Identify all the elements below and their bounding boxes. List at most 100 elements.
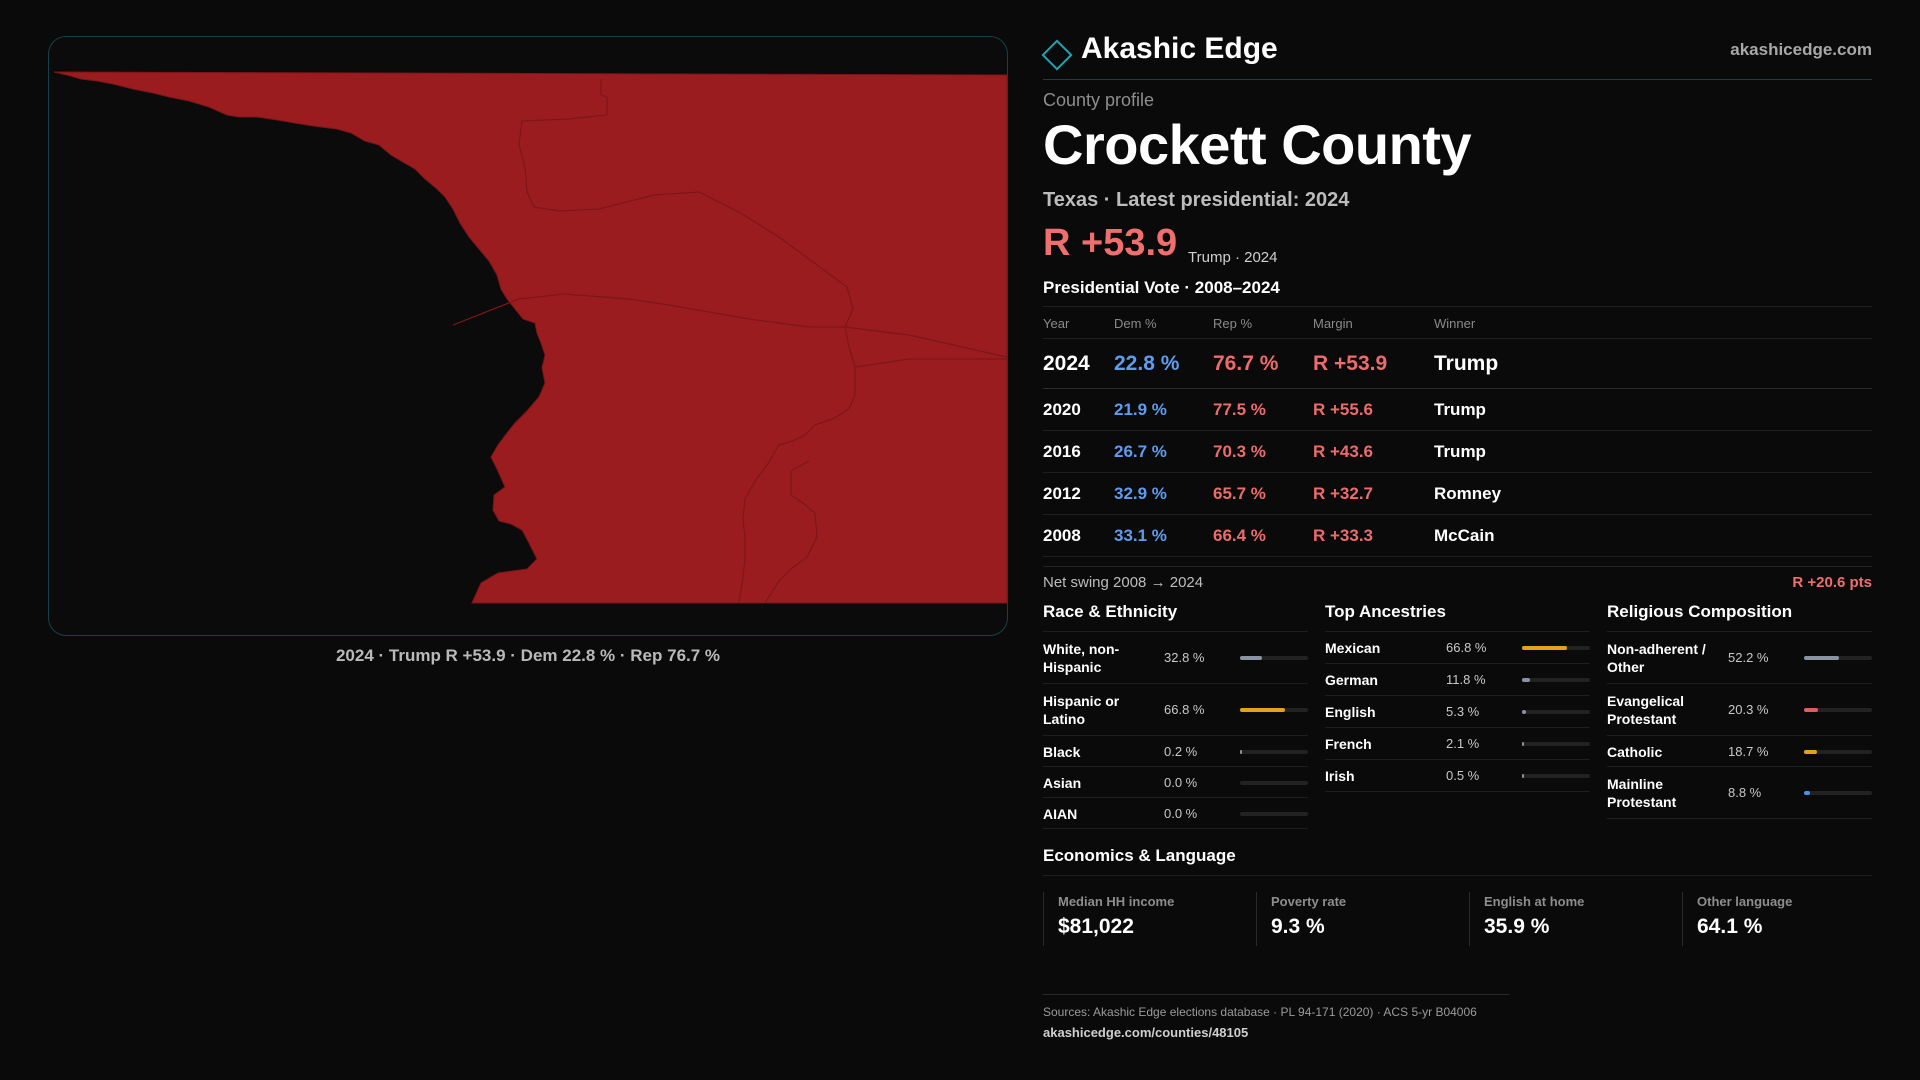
stat-card-income: Median HH income $81,022 — [1043, 892, 1245, 946]
item-percent: 0.2 % — [1164, 743, 1198, 759]
cell-dem: 21.9 % — [1114, 400, 1167, 419]
list-item: Hispanic or Latino 66.8 % — [1043, 684, 1308, 736]
item-bar-fill — [1240, 708, 1286, 712]
cell-rep: 77.5 % — [1213, 400, 1266, 419]
item-bar — [1240, 749, 1308, 754]
cell-rep: 76.7 % — [1213, 352, 1279, 375]
item-bar-fill — [1522, 742, 1524, 746]
item-label: French — [1325, 736, 1372, 752]
item-bar-fill — [1522, 646, 1568, 650]
list-item: Non-adherent / Other 52.2 % — [1607, 632, 1872, 684]
cell-winner: Trump — [1434, 442, 1486, 461]
stat-value: 64.1 % — [1697, 915, 1763, 938]
vote-table-header: Year Dem % Rep % Margin Winner — [1043, 307, 1872, 339]
brand-name[interactable]: Akashic Edge — [1081, 32, 1278, 65]
county-profile-panel: Akashic Edge akashicedge.com County prof… — [1041, 0, 1872, 1080]
item-percent: 32.8 % — [1164, 650, 1205, 665]
cell-winner: Trump — [1434, 400, 1486, 419]
net-swing-value: R +20.6 pts — [1792, 574, 1872, 591]
list-item: French 2.1 % — [1325, 728, 1590, 760]
item-bar — [1522, 646, 1590, 650]
item-label: English — [1325, 704, 1376, 720]
sources-footer: Sources: Akashic Edge elections database… — [1043, 994, 1509, 1040]
cell-margin: R +53.9 — [1313, 352, 1388, 375]
economics-cards: Median HH income $81,022 Poverty rate 9.… — [1043, 892, 1872, 946]
cell-year: 2016 — [1043, 442, 1081, 461]
net-swing-label: Net swing 2008 → 2024 — [1043, 574, 1204, 591]
subdivision-lines — [452, 79, 1007, 604]
cell-rep: 65.7 % — [1213, 484, 1266, 503]
table-row: 2012 32.9 % 65.7 % R +32.7 Romney — [1043, 473, 1872, 515]
ancestries-heading: Top Ancestries — [1325, 602, 1590, 632]
item-bar — [1804, 656, 1872, 660]
county-map[interactable] — [48, 36, 1008, 636]
item-bar-fill — [1240, 749, 1242, 754]
stat-label: English at home — [1484, 894, 1585, 909]
item-bar-fill — [1522, 710, 1526, 714]
vote-section-heading: Presidential Vote · 2008–2024 — [1043, 278, 1280, 297]
item-label: AIAN — [1043, 805, 1078, 822]
stat-card-english: English at home 35.9 % — [1469, 892, 1671, 946]
ancestries-section: Top Ancestries Mexican 66.8 % German 11.8 %… — [1325, 602, 1590, 792]
stat-value: 35.9 % — [1484, 915, 1550, 938]
county-subtitle: Texas · Latest presidential: 2024 — [1043, 189, 1350, 211]
county-map-svg — [53, 71, 1007, 604]
list-item: White, non-Hispanic 32.8 % — [1043, 632, 1308, 684]
page-title: Crockett County — [1043, 113, 1472, 176]
diamond-icon — [1041, 39, 1073, 71]
cell-dem: 26.7 % — [1114, 442, 1167, 461]
cell-margin: R +32.7 — [1313, 484, 1374, 503]
brand-url-link[interactable]: akashicedge.com — [1730, 40, 1872, 59]
stat-label: Median HH income — [1058, 894, 1175, 909]
stat-card-other-language: Other language 64.1 % — [1682, 892, 1884, 946]
item-bar-fill — [1522, 774, 1524, 778]
list-item: Irish 0.5 % — [1325, 760, 1590, 792]
cell-rep: 66.4 % — [1213, 526, 1266, 545]
column-header-year: Year — [1043, 316, 1070, 331]
sources-text: Sources: Akashic Edge elections database… — [1043, 1005, 1477, 1019]
list-item: English 5.3 % — [1325, 696, 1590, 728]
cell-year: 2012 — [1043, 484, 1081, 503]
cell-winner: Romney — [1434, 484, 1502, 503]
item-bar — [1804, 708, 1872, 712]
item-percent: 2.1 % — [1446, 736, 1480, 751]
headline-margin: R +53.9 — [1043, 222, 1178, 264]
county-permalink[interactable]: akashicedge.com/counties/48105 — [1043, 1025, 1249, 1040]
column-header-margin: Margin — [1313, 316, 1353, 331]
item-percent: 18.7 % — [1728, 743, 1769, 759]
item-bar — [1240, 780, 1308, 785]
item-bar-fill — [1804, 749, 1817, 754]
item-label: Black — [1043, 743, 1081, 760]
item-label: White, non-Hispanic — [1043, 641, 1120, 675]
item-label: Mainline Protestant — [1607, 776, 1677, 810]
item-bar — [1522, 710, 1590, 714]
cell-year: 2024 — [1043, 352, 1090, 375]
item-label: Non-adherent / Other — [1607, 641, 1706, 675]
cell-winner: Trump — [1434, 352, 1499, 375]
item-percent: 66.8 % — [1446, 640, 1487, 655]
vote-table: Year Dem % Rep % Margin Winner 2024 22.8… — [1043, 306, 1872, 557]
table-row: 2016 26.7 % 70.3 % R +43.6 Trump — [1043, 431, 1872, 473]
list-item: Mainline Protestant 8.8 % — [1607, 767, 1872, 819]
item-percent: 20.3 % — [1728, 702, 1769, 717]
cell-year: 2020 — [1043, 400, 1081, 419]
cell-year: 2008 — [1043, 526, 1081, 545]
headline-margin-note: Trump · 2024 — [1188, 249, 1278, 266]
item-percent: 52.2 % — [1728, 650, 1769, 665]
column-header-winner: Winner — [1434, 316, 1476, 331]
cell-margin: R +43.6 — [1313, 442, 1374, 461]
item-bar — [1240, 656, 1308, 660]
item-bar — [1804, 791, 1872, 795]
list-item: Catholic 18.7 % — [1607, 736, 1872, 767]
cell-dem: 22.8 % — [1114, 352, 1180, 375]
religion-section: Religious Composition Non-adherent / Oth… — [1607, 602, 1872, 819]
cell-winner: McCain — [1434, 526, 1495, 545]
stat-value: $81,022 — [1058, 915, 1134, 938]
item-percent: 0.0 % — [1164, 805, 1198, 821]
item-bar — [1522, 678, 1590, 682]
item-bar — [1240, 708, 1308, 712]
net-swing-row: Net swing 2008 → 2024 R +20.6 pts — [1043, 566, 1872, 596]
item-bar-fill — [1804, 708, 1818, 712]
item-percent: 8.8 % — [1728, 785, 1762, 800]
map-caption: 2024 · Trump R +53.9 · Dem 22.8 % · Rep … — [335, 646, 721, 665]
